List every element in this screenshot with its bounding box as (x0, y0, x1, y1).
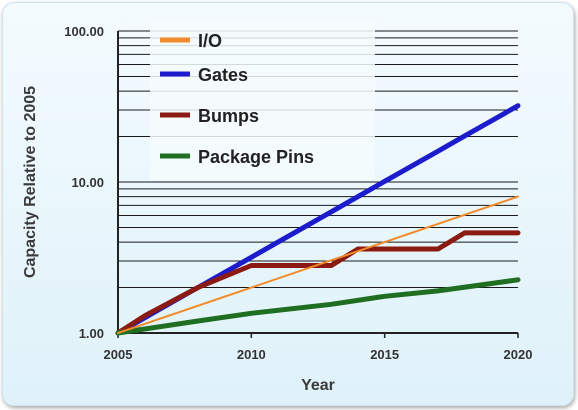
y-tick-label: 1.00 (79, 326, 104, 341)
legend-box (150, 20, 375, 180)
y-tick-label: 10.00 (71, 175, 104, 190)
legend-label-io: I/O (198, 31, 222, 51)
legend-label-gates: Gates (198, 65, 248, 85)
x-tick-label: 2010 (237, 347, 266, 362)
legend-label-bumps: Bumps (198, 106, 259, 126)
legend: I/O Gates Bumps Package Pins (150, 20, 375, 180)
axes (117, 31, 518, 334)
x-tick-label: 2020 (504, 347, 533, 362)
series-lines (115, 103, 521, 336)
series-line-package-pins (115, 277, 521, 336)
series-line-io (117, 195, 519, 334)
y-tick-label: 100.00 (64, 24, 104, 39)
y-tick-labels: 1.00 10.00 100.00 (64, 24, 104, 341)
x-tick-labels: 2005 2010 2015 2020 (104, 333, 533, 362)
x-axis-title: Year (301, 377, 335, 394)
x-tick-label: 2015 (370, 347, 399, 362)
legend-label-package-pins: Package Pins (198, 147, 314, 167)
y-axis-title: Capacity Relative to 2005 (22, 86, 39, 278)
series-line-bumps (115, 230, 521, 336)
x-tick-label: 2005 (104, 347, 133, 362)
